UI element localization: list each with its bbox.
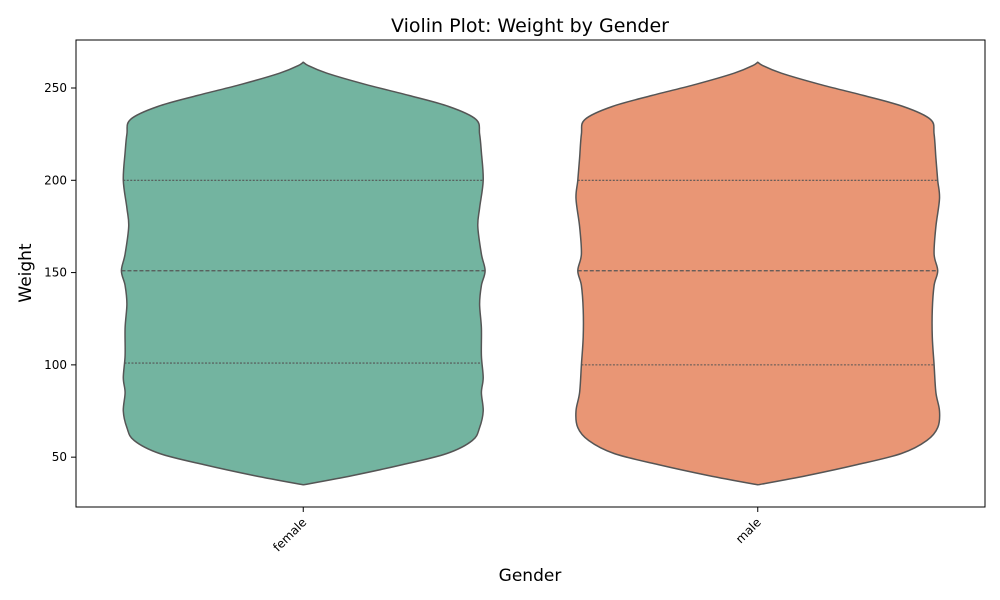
- violin-group: [120, 61, 941, 486]
- y-tick-label: 250: [44, 81, 67, 95]
- y-axis-ticks: 50 100 150 200 250: [44, 81, 76, 464]
- x-tick-label-male: male: [733, 515, 764, 546]
- y-tick-label: 150: [44, 266, 67, 280]
- chart-title: Violin Plot: Weight by Gender: [391, 15, 669, 37]
- violin-male: [575, 61, 941, 486]
- y-tick-label: 50: [52, 450, 67, 464]
- x-axis-ticks: female male: [270, 507, 764, 554]
- x-axis-label: Gender: [499, 566, 562, 586]
- y-tick-label: 200: [44, 173, 67, 187]
- x-tick-label-female: female: [270, 515, 309, 554]
- y-tick-label: 100: [44, 358, 67, 372]
- plot-frame: [75, 39, 986, 508]
- y-axis-label: Weight: [16, 243, 36, 303]
- violin-female: [120, 61, 486, 486]
